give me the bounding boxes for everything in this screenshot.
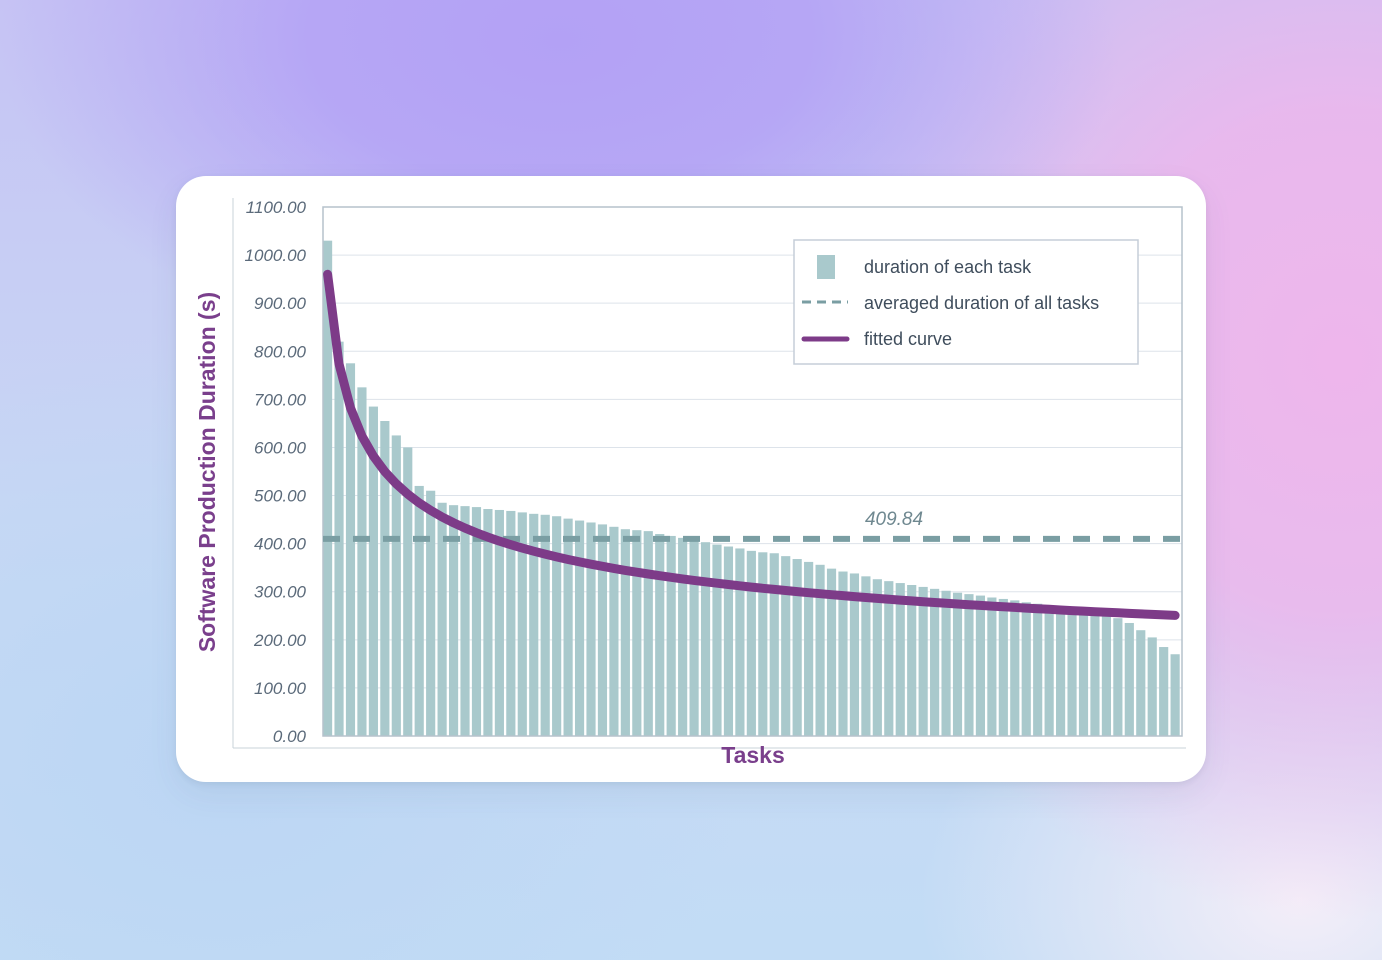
bar bbox=[987, 597, 997, 736]
bar bbox=[1044, 605, 1054, 736]
bar bbox=[448, 505, 459, 736]
bar bbox=[506, 510, 516, 736]
bar bbox=[345, 363, 356, 736]
bar bbox=[368, 406, 378, 736]
bar bbox=[597, 524, 608, 736]
bar bbox=[952, 592, 963, 736]
bar bbox=[586, 522, 596, 736]
bar bbox=[1078, 610, 1089, 736]
bar bbox=[494, 509, 504, 736]
bar bbox=[391, 435, 401, 736]
bar bbox=[609, 526, 619, 736]
bar bbox=[1067, 608, 1077, 736]
bar bbox=[941, 590, 951, 736]
bar bbox=[1113, 618, 1123, 736]
bar bbox=[735, 548, 745, 736]
y-tick-label: 400.00 bbox=[254, 535, 307, 554]
plot-frame bbox=[322, 206, 1183, 737]
y-tick-label: 500.00 bbox=[254, 487, 307, 506]
bar bbox=[426, 490, 436, 736]
bar bbox=[849, 573, 860, 736]
bar bbox=[632, 530, 642, 736]
bar bbox=[403, 447, 413, 736]
bar bbox=[895, 583, 905, 736]
chart-card: 0.00 100.00 200.00 300.00 400.00 500.00 600.00… bbox=[176, 176, 1206, 782]
x-axis-title: Tasks bbox=[721, 742, 785, 768]
bar bbox=[1170, 654, 1180, 736]
bar bbox=[643, 531, 653, 736]
average-value-label: 409.84 bbox=[865, 509, 923, 530]
bar bbox=[1101, 614, 1111, 736]
bar bbox=[1021, 602, 1031, 736]
bar bbox=[357, 387, 367, 736]
legend-label-average: averaged duration of all tasks bbox=[864, 293, 1099, 313]
bar bbox=[700, 542, 711, 736]
y-tick-label: 800.00 bbox=[254, 342, 307, 361]
bar bbox=[323, 240, 333, 736]
legend-box bbox=[793, 239, 1139, 365]
y-tick-label: 0.00 bbox=[273, 727, 307, 746]
chart: 0.00 100.00 200.00 300.00 400.00 500.00 600.00… bbox=[194, 198, 1186, 768]
bar bbox=[1056, 607, 1066, 736]
y-axis-title: Software Production Duration (s) bbox=[194, 292, 220, 652]
legend-label-bars: duration of each task bbox=[864, 257, 1032, 277]
bar bbox=[1010, 600, 1020, 736]
bar bbox=[872, 579, 882, 736]
bar bbox=[414, 485, 424, 736]
legend-label-curve: fitted curve bbox=[864, 329, 952, 349]
bar bbox=[930, 588, 940, 736]
bar bbox=[1090, 611, 1100, 736]
bar bbox=[574, 520, 585, 736]
bar bbox=[792, 559, 802, 736]
bar bbox=[1033, 603, 1043, 736]
bar bbox=[437, 502, 447, 736]
bar bbox=[666, 535, 676, 736]
bar bbox=[540, 514, 550, 736]
bar bbox=[529, 513, 539, 736]
fitted-curve bbox=[323, 269, 1180, 620]
bar bbox=[838, 571, 848, 736]
bar bbox=[471, 507, 482, 736]
bar bbox=[517, 512, 527, 736]
legend-bar-swatch bbox=[817, 255, 835, 279]
bar bbox=[460, 506, 470, 736]
bar bbox=[884, 581, 894, 736]
bar bbox=[964, 594, 974, 736]
bar bbox=[712, 544, 722, 736]
bar bbox=[1159, 647, 1169, 736]
bar bbox=[483, 509, 493, 736]
bar bbox=[655, 534, 665, 736]
y-tick-label: 300.00 bbox=[254, 583, 307, 602]
bar bbox=[804, 561, 814, 736]
bar bbox=[758, 552, 768, 736]
bar bbox=[1124, 622, 1134, 736]
bar bbox=[975, 595, 986, 736]
y-tick-label: 900.00 bbox=[254, 294, 307, 313]
bar bbox=[1136, 630, 1146, 736]
bar bbox=[998, 598, 1008, 736]
bar bbox=[907, 584, 917, 736]
bar bbox=[815, 564, 825, 736]
bar bbox=[918, 586, 928, 736]
bar bbox=[552, 516, 562, 736]
y-tick-label: 600.00 bbox=[254, 438, 307, 457]
bar bbox=[769, 553, 779, 736]
bar bbox=[689, 539, 699, 736]
y-tick-label: 100.00 bbox=[254, 679, 307, 698]
y-tick-label: 1100.00 bbox=[246, 198, 307, 217]
bar bbox=[620, 529, 630, 736]
bar bbox=[563, 518, 573, 736]
bar bbox=[678, 537, 688, 736]
y-tick-label: 700.00 bbox=[254, 390, 307, 409]
bar bbox=[746, 550, 756, 736]
bar bbox=[826, 568, 837, 736]
bar bbox=[861, 576, 871, 736]
y-tick-label: 200.00 bbox=[253, 631, 307, 650]
y-tick-label: 1000.00 bbox=[245, 246, 307, 265]
bar bbox=[380, 421, 390, 736]
bar bbox=[723, 546, 734, 736]
bar bbox=[781, 556, 791, 736]
bar bbox=[1147, 637, 1157, 736]
